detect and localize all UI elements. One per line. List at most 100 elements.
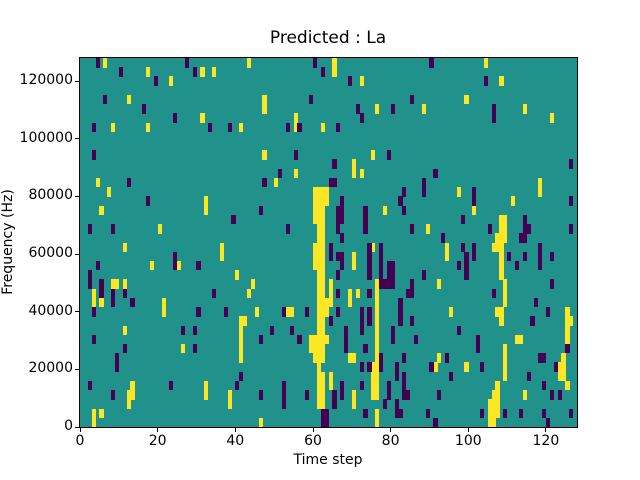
heatmap-cell-yellow [351,168,356,179]
heatmap-cell-yellow [146,67,151,77]
heatmap-cell-purple [456,260,461,271]
heatmap-cell-yellow [285,307,290,317]
heatmap-cell-yellow [487,408,492,419]
heatmap-cell-purple [569,196,574,206]
heatmap-cell-yellow [522,104,527,114]
heatmap-cell-purple [433,417,438,427]
heatmap-cell-purple [336,251,341,262]
heatmap-cell-yellow [262,104,267,114]
heatmap-cell-yellow [382,205,388,216]
heatmap-cell-purple [173,113,178,123]
chart-title: Predicted : La [269,28,387,48]
heatmap-cell-yellow [464,94,469,105]
heatmap-cell-purple [99,279,104,289]
heatmap-cell-purple [437,390,442,400]
heatmap-cell-yellow [320,297,325,308]
heatmap-cell-yellow [99,297,104,308]
heatmap-cell-purple [526,224,531,234]
heatmap-cell-yellow [161,297,166,308]
heatmap-cell-purple [359,113,364,123]
x-tick-mark [234,428,236,432]
heatmap-cell-yellow [351,159,356,169]
heatmap-cell-yellow [375,297,380,308]
heatmap-cell-purple [130,297,135,308]
x-axis-label: Time step [293,452,363,468]
heatmap-cell-yellow [351,251,356,262]
heatmap-cell-purple [394,399,399,409]
heatmap-cells-layer [80,58,577,427]
x-tick-mark [390,428,392,432]
heatmap-cell-purple [332,390,337,400]
heatmap-cell-purple [336,307,341,317]
heatmap-cell-yellow [316,325,322,336]
heatmap-cell-yellow [375,334,380,345]
heatmap-cell-purple [95,260,100,271]
heatmap-cell-yellow [510,196,516,206]
heatmap-cell-yellow [499,242,504,253]
heatmap-cell-purple [534,297,539,308]
heatmap-cell-purple [122,343,127,354]
heatmap-cell-purple [336,270,341,280]
heatmap-cell-purple [146,196,151,206]
heatmap-cell-purple [386,270,391,280]
heatmap-cell-yellow [289,307,294,317]
heatmap-cell-yellow [499,214,504,225]
heatmap-cell-yellow [375,417,380,427]
heatmap-cell-yellow [91,408,96,419]
heatmap-cell-purple [479,362,485,372]
x-tick-label: 120 [532,433,560,449]
heatmap-cell-yellow [316,316,322,326]
heatmap-cell-yellow [565,307,570,317]
heatmap-cell-purple [118,67,123,77]
heatmap-cell-purple [472,251,477,262]
heatmap-cell-yellow [177,260,182,271]
heatmap-cell-yellow [375,104,380,114]
heatmap-cell-purple [281,390,287,400]
heatmap-cell-yellow [328,279,333,289]
heatmap-cell-purple [410,288,415,299]
heatmap-cell-yellow [375,408,380,419]
heatmap-cell-purple [103,94,108,105]
heatmap-cell-purple [390,279,395,289]
heatmap-cell-purple [336,214,341,225]
heatmap-cell-yellow [126,399,131,409]
heatmap-cell-purple [320,417,325,427]
heatmap-cell-yellow [180,343,186,354]
heatmap-cell-yellow [274,177,279,188]
heatmap-cell-yellow [126,94,131,105]
heatmap-cell-yellow [499,260,504,271]
heatmap-cell-purple [394,362,399,372]
heatmap-cell-purple [340,205,345,216]
heatmap-cell-yellow [212,67,217,77]
heatmap-cell-purple [114,362,120,372]
y-tick-label: 120000 [19,72,73,89]
heatmap-cell-purple [332,159,337,169]
heatmap-cell-yellow [122,279,127,289]
heatmap-cell-purple [95,58,100,68]
heatmap-cell-purple [402,353,407,363]
heatmap-cell-yellow [312,196,318,206]
heatmap-cell-yellow [219,251,224,262]
heatmap-cell-purple [545,307,551,317]
heatmap-cell-purple [297,122,302,133]
heatmap-cell-purple [472,242,477,253]
heatmap-cell-purple [421,177,426,188]
heatmap-cell-yellow [495,380,500,391]
heatmap-cell-yellow [320,122,325,133]
heatmap-cell-yellow [239,325,244,336]
heatmap-cell-yellow [320,279,325,289]
heatmap-cell-purple [522,251,527,262]
heatmap-cell-yellow [320,224,325,234]
heatmap-cell-purple [328,177,333,188]
heatmap-cell-yellow [316,196,322,206]
heatmap-cell-yellow [355,288,360,299]
heatmap-cell-yellow [538,177,543,188]
heatmap-cell-purple [464,270,469,280]
x-tick-mark [467,428,469,432]
heatmap-cell-purple [262,177,267,188]
heatmap-cell-purple [522,214,527,225]
heatmap-cell-yellow [250,279,255,289]
heatmap-cell-yellow [371,362,376,372]
heatmap-cell-yellow [491,242,496,253]
heatmap-cell-yellow [316,233,322,243]
